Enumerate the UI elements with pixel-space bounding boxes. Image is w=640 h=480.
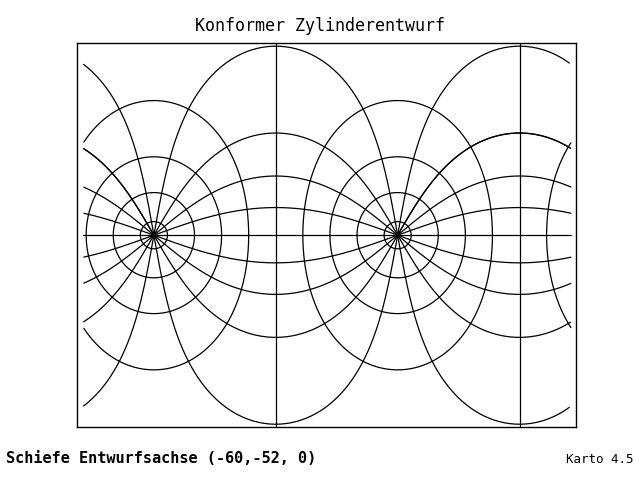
Text: Konformer Zylinderentwurf: Konformer Zylinderentwurf <box>195 17 445 35</box>
Text: Schiefe Entwurfsachse (-60,-52, 0): Schiefe Entwurfsachse (-60,-52, 0) <box>6 451 317 466</box>
Text: Karto 4.5: Karto 4.5 <box>566 453 634 466</box>
